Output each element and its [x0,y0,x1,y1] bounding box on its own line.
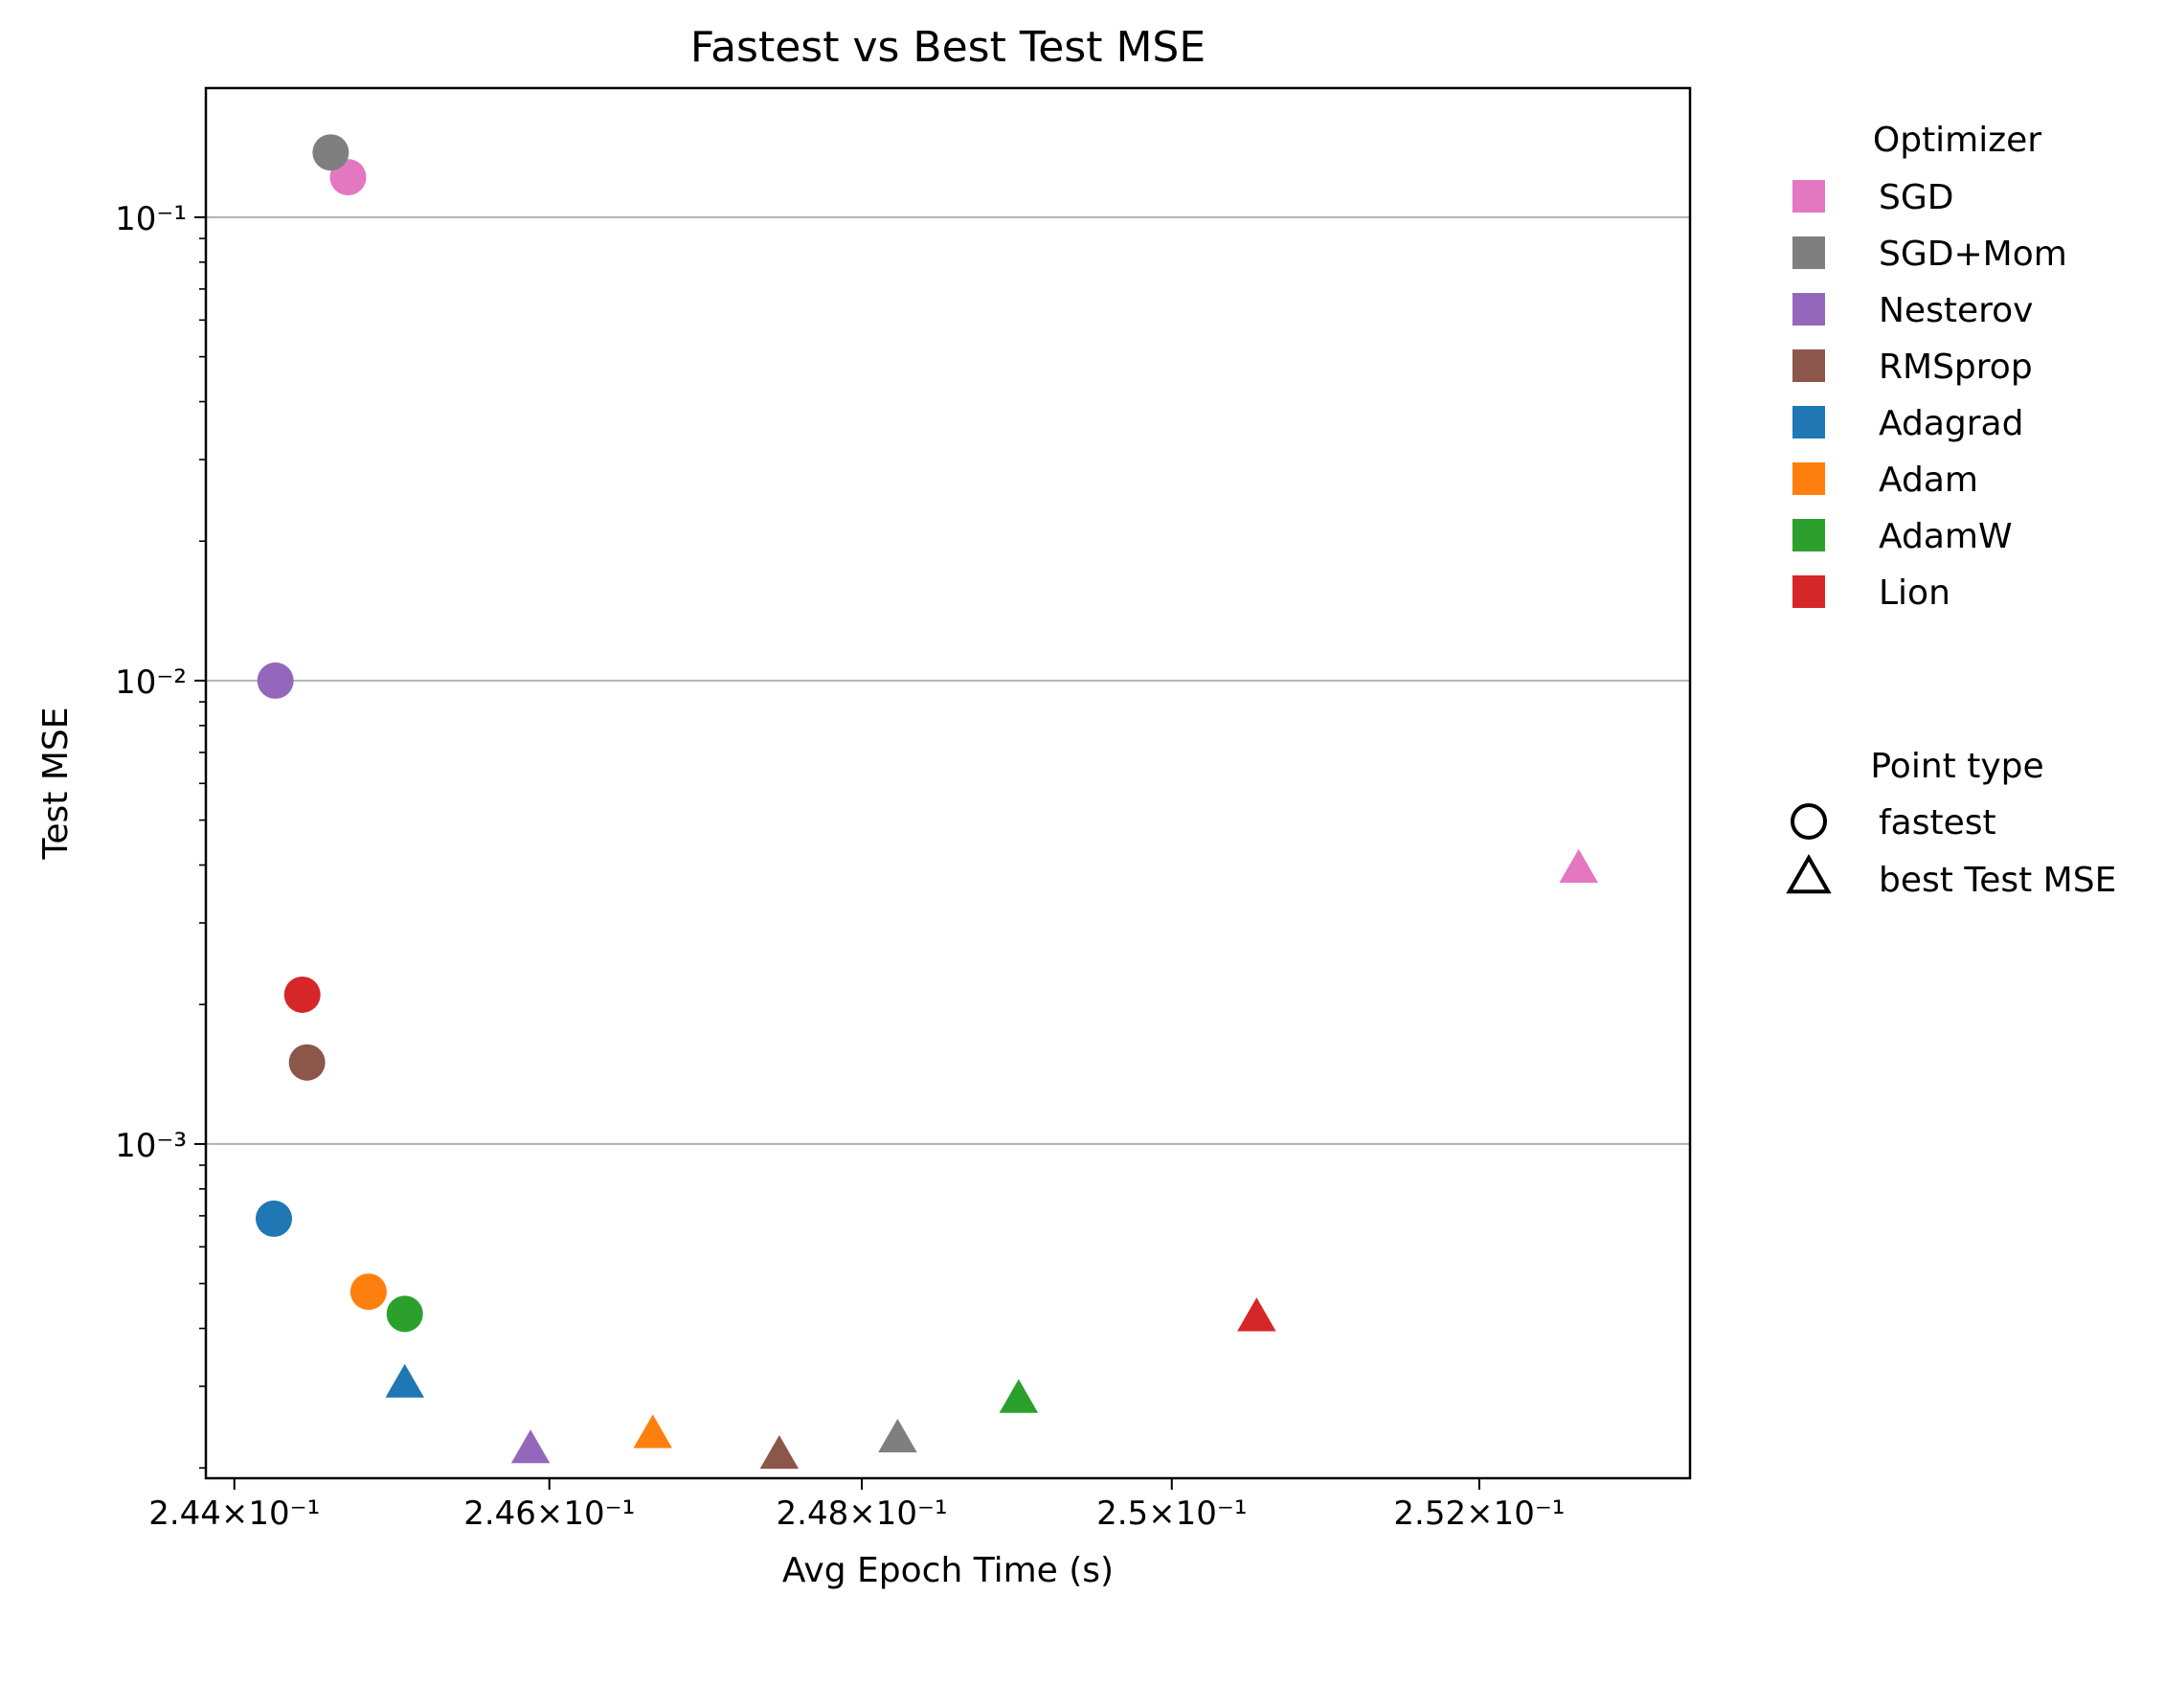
y-tick-label: 10⁻¹ [115,200,187,238]
legend-label-fastest: fastest [1879,803,1996,843]
legend-triangle-icon [1786,853,1832,894]
data-markers [256,134,1598,1470]
legend-label-lion: Lion [1879,573,1950,613]
x-tick-label: 2.48×10⁻¹ [777,1494,948,1533]
marker-best-nesterov [510,1429,551,1464]
legend-point-type-title: Point type [1870,747,2043,786]
y-tick-label: 10⁻³ [115,1127,187,1165]
marker-best-sgd [1559,848,1598,884]
legend-label-adamw: AdamW [1879,517,2013,556]
marker-best-adamw [999,1379,1039,1413]
x-tick-label: 2.52×10⁻¹ [1393,1494,1565,1533]
marker-best-adagrad [385,1363,424,1398]
legend: Optimizer Point type SGD SGD+Mom Nesterov R… [1786,121,2116,900]
marker-fastest-adagrad [256,1200,293,1237]
legend-label-rmsprop: RMSprop [1879,348,2033,387]
x-axis-label: Avg Epoch Time (s) [782,1551,1114,1590]
legend-swatch-sgd-mom [1792,236,1825,269]
gridlines [206,215,1690,1145]
legend-circle-icon [1791,803,1827,840]
marker-fastest-nesterov [257,662,294,699]
legend-swatch-adagrad [1792,406,1825,438]
legend-label-adam: Adam [1879,461,1978,500]
legend-swatch-adamw [1792,519,1825,551]
legend-swatch-sgd [1792,180,1825,213]
marker-best-sgd-mom [878,1418,917,1453]
x-tick-label: 2.46×10⁻¹ [463,1494,635,1533]
chart-title: Fastest vs Best Test MSE [690,23,1206,72]
marker-fastest-rmsprop [288,1044,326,1081]
marker-best-adam [633,1414,672,1449]
axes: 10⁻¹ 10⁻² 10⁻³ 2.44×10⁻¹ 2.46×10⁻¹ 2.48×10⁻¹ 2… [115,200,1565,1533]
legend-label-nesterov: Nesterov [1879,291,2033,330]
legend-optimizer-title: Optimizer [1873,121,2041,160]
marker-fastest-sgd-mom [312,134,349,171]
y-axis-label: Test MSE [36,708,76,861]
marker-best-rmsprop [759,1434,800,1470]
marker-best-lion [1237,1297,1276,1332]
legend-swatch-adam [1792,462,1825,495]
legend-label-best-test-mse: best Test MSE [1879,861,2116,900]
legend-label-sgd-mom: SGD+Mom [1879,235,2067,274]
legend-label-sgd: SGD [1879,178,1953,217]
marker-fastest-adamw [386,1295,423,1333]
legend-swatch-nesterov [1792,293,1825,326]
legend-swatch-lion [1792,575,1825,608]
y-tick-label: 10⁻² [115,663,187,702]
x-tick-label: 2.5×10⁻¹ [1096,1494,1247,1533]
x-tick-label: 2.44×10⁻¹ [148,1494,320,1533]
legend-swatch-rmsprop [1792,349,1825,382]
legend-label-adagrad: Adagrad [1879,404,2023,443]
marker-fastest-lion [283,976,321,1013]
marker-fastest-adam [349,1273,387,1311]
